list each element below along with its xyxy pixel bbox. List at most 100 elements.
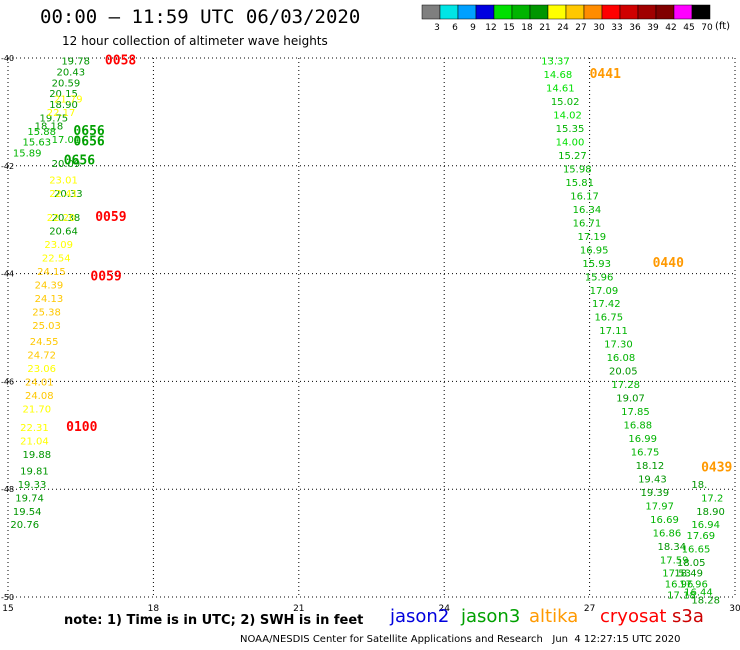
wave-height-label: 13.37 — [541, 57, 570, 68]
scale-tick-label: 15 — [503, 23, 514, 33]
wave-height-label: 24.13 — [35, 294, 64, 305]
scale-unit: (ft) — [715, 21, 731, 32]
wave-height-label: 22.20 — [47, 213, 76, 224]
y-tick-label: -42 — [1, 162, 14, 171]
wave-height-label: 24.55 — [30, 337, 59, 348]
scale-tick-label: 9 — [470, 23, 476, 33]
y-tick-label: -48 — [1, 485, 14, 494]
wave-height-label: 23.09 — [44, 240, 73, 251]
wave-height-label: 23.06 — [27, 364, 56, 375]
chart-title: 00:00 – 11:59 UTC 06/03/2020 — [40, 6, 361, 28]
wave-height-label: 24.39 — [35, 280, 64, 291]
scale-tick-label: 6 — [452, 23, 458, 33]
wave-height-label: 16.08 — [607, 353, 636, 364]
wave-height-label: 19.75 — [40, 113, 69, 124]
wave-height-label: 15.93 — [582, 259, 611, 270]
color-scale-bar: 3 6 9 12 15 18 21 24 27 30 33 36 39 42 45 70 — [421, 4, 713, 33]
wave-height-label: 21.79 — [54, 94, 83, 105]
wave-height-label: 17.11 — [599, 326, 628, 337]
scale-swatch — [619, 4, 639, 20]
wave-height-label: 20.59 — [52, 78, 81, 89]
wave-height-label: 18.28 — [691, 596, 720, 607]
scale-tick-label: 36 — [629, 23, 641, 33]
scale-tick-label: 12 — [485, 23, 496, 33]
scale-swatch — [475, 4, 495, 20]
x-tick-label: 15 — [2, 604, 13, 614]
wave-height-label: 15.02 — [551, 97, 580, 108]
time-label: 0059 — [90, 269, 121, 284]
scale-tick-label: 18 — [521, 23, 533, 33]
wave-height-label: 17.97 — [645, 501, 674, 512]
scale-tick-label: 39 — [647, 23, 659, 33]
wave-height-label: 18.90 — [696, 507, 725, 518]
wave-height-label: 18.90 — [49, 100, 78, 111]
scale-tick-label: 30 — [593, 23, 605, 33]
scale-tick-label: 33 — [611, 23, 622, 33]
wave-height-label: 16.69 — [650, 515, 679, 526]
x-tick-label: 21 — [293, 604, 304, 614]
wave-height-label: 22.54 — [42, 253, 71, 264]
wave-height-label: 20.38 — [52, 213, 81, 224]
scale-tick-label: 21 — [539, 23, 550, 33]
scale-swatch — [529, 4, 549, 20]
time-label: 0439 — [701, 461, 732, 476]
wave-height-label: 16.86 — [653, 528, 682, 539]
wave-height-label: 17.69 — [687, 531, 716, 542]
legend-jason2: jason2 — [390, 606, 450, 627]
scale-swatch — [583, 4, 603, 20]
time-label: 0441 — [590, 67, 621, 82]
scale-swatch — [673, 4, 693, 20]
wave-height-label: 20.33 — [54, 189, 83, 200]
x-tick-label: 27 — [584, 604, 595, 614]
wave-height-label: 16.71 — [573, 218, 602, 229]
wave-height-label: 21.04 — [20, 437, 49, 448]
time-label: 0656 — [73, 124, 104, 139]
y-tick-label: -40 — [1, 54, 14, 63]
wave-height-label: 16.44 — [684, 588, 713, 599]
wave-height-label: 14.02 — [553, 111, 582, 122]
scale-swatch — [655, 4, 675, 20]
legend-cryosat: cryosat — [600, 606, 667, 627]
wave-height-label: 17.85 — [621, 407, 650, 418]
time-label: 0100 — [66, 420, 97, 435]
wave-height-label: 19.88 — [23, 450, 52, 461]
time-label: 0656 — [64, 153, 95, 168]
wave-height-label: 17.28 — [611, 380, 640, 391]
wave-height-label: 17.19 — [577, 232, 606, 243]
wave-height-label: 17.42 — [592, 299, 621, 310]
wave-height-label: 16.17 — [570, 191, 599, 202]
wave-height-label: 17.96 — [679, 580, 708, 591]
wave-height-label: 16.94 — [691, 520, 720, 531]
wave-height-label: 14.61 — [546, 84, 575, 95]
scale-swatch — [691, 4, 711, 20]
y-tick-label: -46 — [1, 377, 14, 386]
wave-height-label: 22.41 — [49, 189, 78, 200]
wave-height-label: 19.78 — [61, 57, 90, 68]
wave-height-label: 17.09 — [590, 286, 619, 297]
wave-height-label: 19.07 — [616, 394, 645, 405]
wave-height-label: 15.98 — [563, 164, 592, 175]
y-tick-label: -50 — [1, 593, 14, 602]
time-label: 0440 — [653, 256, 684, 271]
wave-height-label: 15.89 — [13, 148, 42, 159]
x-tick-label: 30 — [729, 604, 740, 614]
wave-height-label: 17.59 — [660, 555, 689, 566]
wave-height-label: 15.96 — [585, 272, 614, 283]
wave-height-label: 19.54 — [13, 507, 42, 518]
wave-height-label: 22.31 — [20, 423, 49, 434]
time-label: 0058 — [105, 54, 136, 69]
scale-swatch — [439, 4, 459, 20]
wave-height-label: 17.30 — [604, 340, 633, 351]
data-labels: 19.7820.4320.5920.1518.9019.7518.1815.88… — [10, 54, 732, 607]
wave-height-label: 18.05 — [677, 558, 706, 569]
wave-height-label: 16.75 — [631, 447, 660, 458]
scale-swatch — [457, 4, 477, 20]
scale-tick-label: 45 — [683, 23, 694, 33]
wave-height-label: 24.72 — [27, 350, 56, 361]
wave-height-label: 18.34 — [657, 542, 686, 553]
scale-swatch — [547, 4, 567, 20]
wave-height-label: 16.99 — [628, 434, 657, 445]
wave-height-label: 18. — [691, 480, 707, 491]
wave-height-label: 20.43 — [56, 67, 85, 78]
scale-swatch — [637, 4, 657, 20]
